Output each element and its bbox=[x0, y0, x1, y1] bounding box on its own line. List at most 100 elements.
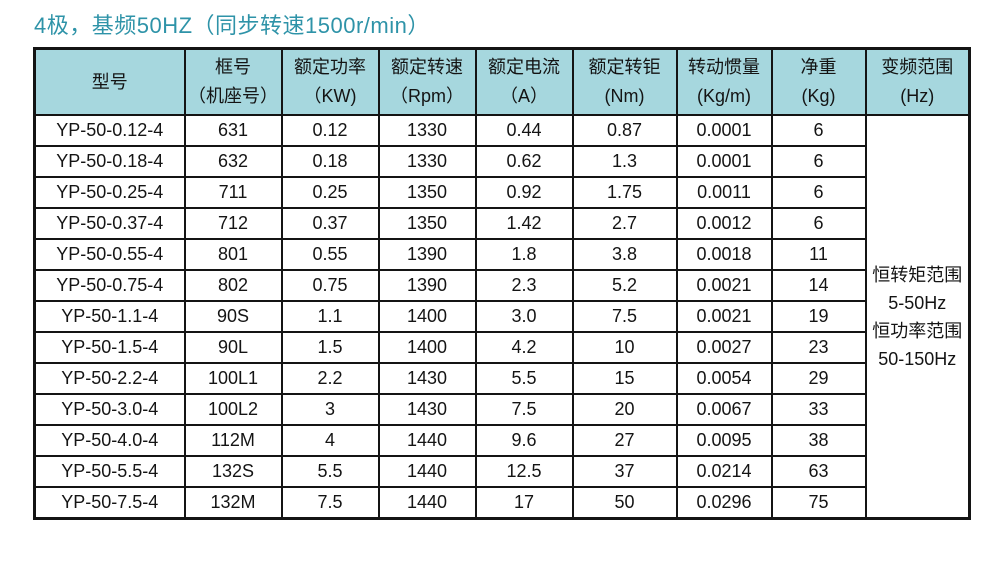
table-row: YP-50-0.55-4 801 0.55 1390 1.8 3.8 0.0018 11 bbox=[33, 238, 970, 271]
table-body: YP-50-0.12-4 631 0.12 1330 0.44 0.87 0.0001 6 恒转… bbox=[33, 114, 971, 520]
table-cell: 17 bbox=[474, 486, 574, 520]
header-cell-freq-range: 变频范围 (Hz) bbox=[864, 47, 971, 116]
table-cell: 0.37 bbox=[280, 207, 380, 240]
table-cell: 12.5 bbox=[474, 455, 574, 488]
model-cell: YP-50-0.55-4 bbox=[33, 238, 186, 271]
table-cell: 38 bbox=[770, 424, 867, 457]
page-title: 4极，基频50HZ（同步转速1500r/min） bbox=[34, 13, 430, 38]
table-cell: 1390 bbox=[377, 238, 477, 271]
model-cell: YP-50-0.12-4 bbox=[33, 114, 186, 147]
table-cell: 1440 bbox=[377, 486, 477, 520]
table-cell: 5.5 bbox=[280, 455, 380, 488]
header-label: 转动惯量 bbox=[688, 57, 760, 77]
table-row: YP-50-1.1-4 90S 1.1 1400 3.0 7.5 0.0021 19 bbox=[33, 300, 970, 333]
table-row: YP-50-0.12-4 631 0.12 1330 0.44 0.87 0.0001 6 恒转… bbox=[33, 114, 971, 520]
table-cell: 1350 bbox=[377, 176, 477, 209]
table-cell: 0.75 bbox=[280, 269, 380, 302]
table-cell: 0.0214 bbox=[675, 455, 773, 488]
table-cell: 4.2 bbox=[474, 331, 574, 364]
table-cell: 711 bbox=[183, 176, 283, 209]
table-cell: 632 bbox=[183, 145, 283, 178]
table-row: YP-50-4.0-4 112M 4 1440 9.6 27 0.0095 38 bbox=[33, 424, 970, 457]
table-cell: 712 bbox=[183, 207, 283, 240]
header-unit: (Nm) bbox=[604, 86, 645, 106]
table-cell: 0.92 bbox=[474, 176, 574, 209]
table-cell: 3.8 bbox=[571, 238, 678, 271]
header-unit: (Hz) bbox=[900, 86, 935, 106]
table-cell: 3.0 bbox=[474, 300, 574, 333]
model-cell: YP-50-2.2-4 bbox=[33, 362, 186, 395]
model-cell: YP-50-0.18-4 bbox=[33, 145, 186, 178]
table-cell: 9.6 bbox=[474, 424, 574, 457]
model-cell: YP-50-0.75-4 bbox=[33, 269, 186, 302]
table-cell: 1.1 bbox=[280, 300, 380, 333]
table-cell: 0.55 bbox=[280, 238, 380, 271]
header-unit: （Rpm） bbox=[389, 86, 464, 106]
header-label: 型号 bbox=[91, 71, 128, 92]
table-row: YP-50-3.0-4 100L2 3 1430 7.5 20 0.0067 33 bbox=[33, 393, 970, 426]
table-cell: 1400 bbox=[377, 331, 477, 364]
model-cell: YP-50-4.0-4 bbox=[33, 424, 186, 457]
header-label: 额定功率 bbox=[294, 57, 366, 77]
table-cell: 100L1 bbox=[183, 362, 283, 395]
model-cell: YP-50-7.5-4 bbox=[33, 486, 186, 520]
table-cell: 6 bbox=[770, 207, 867, 240]
table-cell: 1400 bbox=[377, 300, 477, 333]
table-header: 型号 框号 （机座号） 额定功率 （KW) 额定转速 （Rpm） 额定电流 （A… bbox=[33, 47, 971, 116]
table-cell: 1.8 bbox=[474, 238, 574, 271]
table-cell: 7.5 bbox=[474, 393, 574, 426]
table-cell: 0.0001 bbox=[675, 145, 773, 178]
table-cell: 0.0095 bbox=[675, 424, 773, 457]
table-cell: 10 bbox=[571, 331, 678, 364]
freq-range-line: 恒功率范围 bbox=[872, 320, 963, 341]
table-cell: 0.12 bbox=[280, 114, 380, 147]
table-cell: 11 bbox=[770, 238, 867, 271]
table-cell: 14 bbox=[770, 269, 867, 302]
motor-spec-table: 型号 框号 （机座号） 额定功率 （KW) 额定转速 （Rpm） 额定电流 （A… bbox=[33, 47, 971, 520]
table-cell: 50 bbox=[571, 486, 678, 520]
model-cell: YP-50-5.5-4 bbox=[33, 455, 186, 488]
table-cell: 0.0021 bbox=[675, 300, 773, 333]
table-cell: 6 bbox=[770, 114, 867, 147]
table-cell: 6 bbox=[770, 145, 867, 178]
table-cell: 0.0021 bbox=[675, 269, 773, 302]
table-cell: 5.5 bbox=[474, 362, 574, 395]
table-cell: 75 bbox=[770, 486, 867, 520]
table-cell: 29 bbox=[770, 362, 867, 395]
table-cell: 0.0296 bbox=[675, 486, 773, 520]
table-cell: 5.2 bbox=[571, 269, 678, 302]
table-cell: 112M bbox=[183, 424, 283, 457]
table-cell: 2.3 bbox=[474, 269, 574, 302]
table-row: YP-50-7.5-4 132M 7.5 1440 17 50 0.0296 75 bbox=[33, 486, 970, 520]
header-row: 型号 框号 （机座号） 额定功率 （KW) 额定转速 （Rpm） 额定电流 （A… bbox=[33, 47, 971, 116]
table-cell: 0.25 bbox=[280, 176, 380, 209]
table-cell: 23 bbox=[770, 331, 867, 364]
table-cell: 1350 bbox=[377, 207, 477, 240]
header-unit: (Kg/m) bbox=[697, 86, 751, 106]
table-cell: 19 bbox=[770, 300, 867, 333]
table-cell: 90L bbox=[183, 331, 283, 364]
table-cell: 0.0001 bbox=[675, 114, 773, 147]
header-unit: （机座号） bbox=[188, 86, 278, 106]
table-row: YP-50-0.25-4 711 0.25 1350 0.92 1.75 0.0011 6 bbox=[33, 176, 970, 209]
table-cell: 1440 bbox=[377, 455, 477, 488]
table-cell: 1390 bbox=[377, 269, 477, 302]
table-row: YP-50-0.37-4 712 0.37 1350 1.42 2.7 0.0012 6 bbox=[33, 207, 970, 240]
header-cell-net-weight: 净重 (Kg) bbox=[770, 47, 867, 116]
header-label: 框号 bbox=[215, 57, 251, 77]
table-row: YP-50-2.2-4 100L1 2.2 1430 5.5 15 0.0054 29 bbox=[33, 362, 970, 395]
header-cell-inertia: 转动惯量 (Kg/m) bbox=[675, 47, 773, 116]
table-cell: 3 bbox=[280, 393, 380, 426]
table-cell: 37 bbox=[571, 455, 678, 488]
header-unit: （KW) bbox=[303, 86, 357, 106]
table-cell: 0.0012 bbox=[675, 207, 773, 240]
table-row: YP-50-0.18-4 632 0.18 1330 0.62 1.3 0.0001 6 bbox=[33, 145, 970, 178]
table-cell: 7.5 bbox=[280, 486, 380, 520]
table-cell: 0.0027 bbox=[675, 331, 773, 364]
table-row: YP-50-5.5-4 132S 5.5 1440 12.5 37 0.0214 63 bbox=[33, 455, 970, 488]
table-cell: 0.87 bbox=[571, 114, 678, 147]
table-cell: 0.44 bbox=[474, 114, 574, 147]
header-label: 额定电流 bbox=[488, 57, 560, 77]
freq-range-line: 50-150Hz bbox=[878, 348, 957, 369]
